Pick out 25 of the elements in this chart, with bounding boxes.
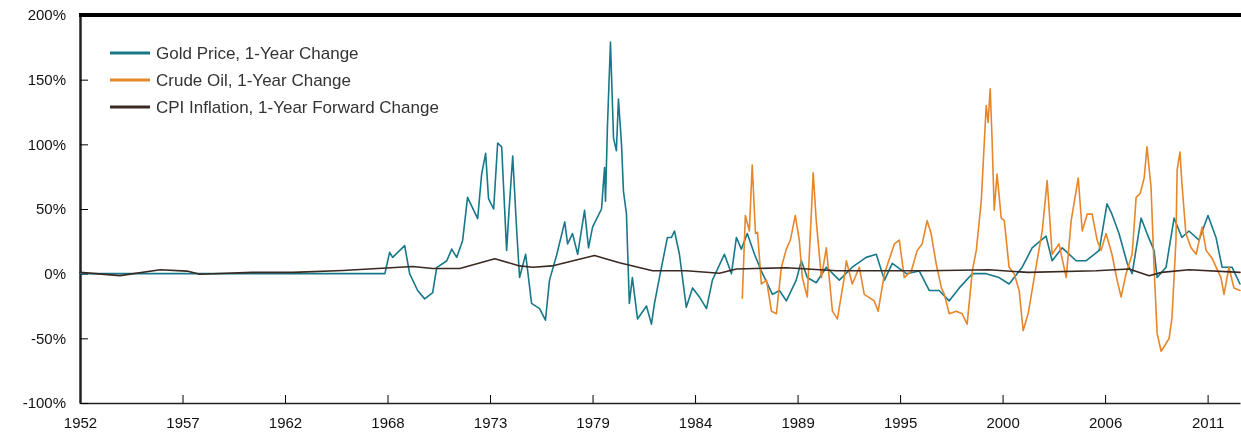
legend-label: Gold Price, 1-Year Change	[156, 44, 359, 63]
x-tick-label: 1979	[576, 413, 610, 431]
line-series	[79, 254, 1241, 277]
line-series	[741, 87, 1241, 353]
x-tick-label: 1995	[883, 413, 918, 431]
x-tick-label: 1952	[63, 413, 98, 431]
legend-label: Crude Oil, 1-Year Change	[156, 71, 351, 90]
line-series	[79, 41, 1241, 325]
y-tick-label: 50%	[35, 200, 66, 218]
y-tick-label: 150%	[27, 70, 66, 88]
x-tick-label: 2000	[986, 413, 1020, 431]
x-tick-label: 1984	[678, 413, 713, 431]
x-tick-label: 1968	[371, 413, 405, 431]
y-tick-label: 100%	[27, 135, 66, 153]
x-tick-label: 1973	[473, 413, 508, 431]
x-tick-label: 2006	[1088, 413, 1123, 431]
x-tick-label: 1989	[781, 413, 815, 431]
y-tick-label: 0%	[44, 264, 66, 282]
legend-label: CPI Inflation, 1-Year Forward Change	[156, 98, 439, 117]
y-tick-label: 200%	[27, 6, 66, 24]
x-tick-label: 1957	[166, 413, 200, 431]
x-tick-label: 1962	[268, 413, 303, 431]
x-tick-label: 2011	[1191, 413, 1225, 431]
y-tick-label: -100%	[22, 394, 66, 412]
y-tick-label: -50%	[30, 329, 66, 347]
